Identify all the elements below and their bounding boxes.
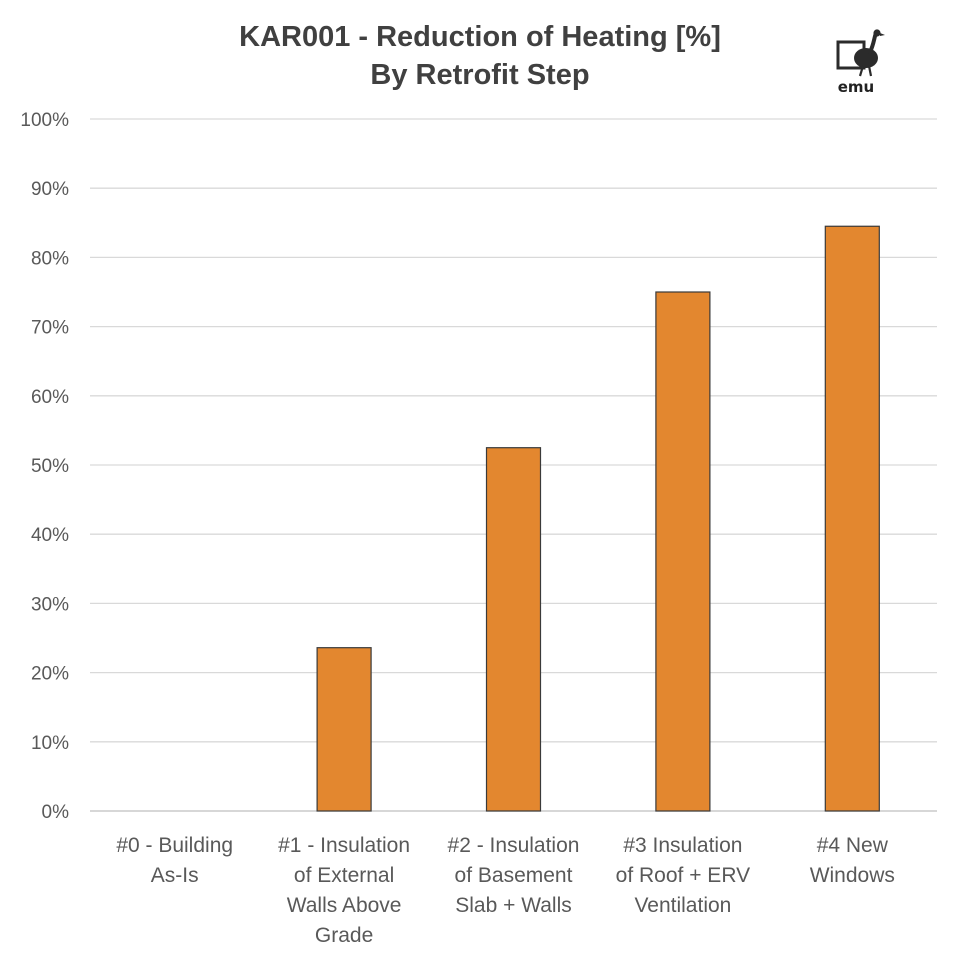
y-tick-label: 0% [42,802,70,823]
y-tick-label: 90% [31,179,69,200]
bar [485,447,542,812]
y-tick-label: 50% [31,456,69,477]
x-tick-label-line: #3 Insulation [623,834,742,857]
x-axis-ticks: #0 - Building As-Is #1 - Insulation of Exte… [116,834,895,947]
bar [655,291,711,812]
bar [316,647,372,812]
y-tick-label: 20% [31,664,69,685]
y-tick-label: 40% [31,525,69,546]
x-tick-label: #3 Insulation of Roof + ERV Ventilation [616,834,750,917]
y-axis-ticks: 0% 10% 20% 30% 40% 50% 60% 70% 80% 90% 100% [20,110,69,823]
x-tick-label-line: Slab + Walls [455,894,572,917]
bar [824,225,880,812]
emu-logo: emu [826,28,896,98]
grid-lines [90,118,937,812]
x-tick-label-line: Grade [315,924,373,947]
x-tick-label-line: of Roof + ERV [616,864,750,887]
x-tick-label: #2 - Insulation of Basement Slab + Walls [448,834,580,917]
y-tick-label: 80% [31,248,69,269]
x-tick-label: #1 - Insulation of External Walls Above Gra… [278,834,410,947]
x-tick-label-line: Ventilation [634,894,731,917]
y-tick-label: 60% [31,387,69,408]
chart-title-line-1: KAR001 - Reduction of Heating [%] [239,21,721,53]
x-tick-label-line: Walls Above [287,894,402,917]
x-tick-label-line: of Basement [455,864,573,887]
bars [316,225,880,812]
y-tick-label: 30% [31,594,69,615]
logo-text: emu [837,78,875,96]
x-tick-label-line: #0 - Building [116,834,233,857]
chart-title: KAR001 - Reduction of Heating [%] By Ret… [0,18,960,94]
emu-bird-icon [836,29,885,77]
x-tick-label: #0 - Building As-Is [116,834,233,887]
y-tick-label: 70% [31,318,69,339]
y-tick-label: 10% [31,733,69,754]
x-tick-label: #4 New Windows [810,834,895,887]
y-tick-label: 100% [20,110,69,131]
x-tick-label-line: #4 New [817,834,889,857]
x-tick-label-line: As-Is [151,864,199,887]
x-tick-label-line: Windows [810,864,895,887]
x-tick-label-line: #2 - Insulation [448,834,580,857]
x-tick-label-line: of External [294,864,394,887]
chart-title-line-2: By Retrofit Step [370,59,590,91]
x-tick-label-line: #1 - Insulation [278,834,410,857]
